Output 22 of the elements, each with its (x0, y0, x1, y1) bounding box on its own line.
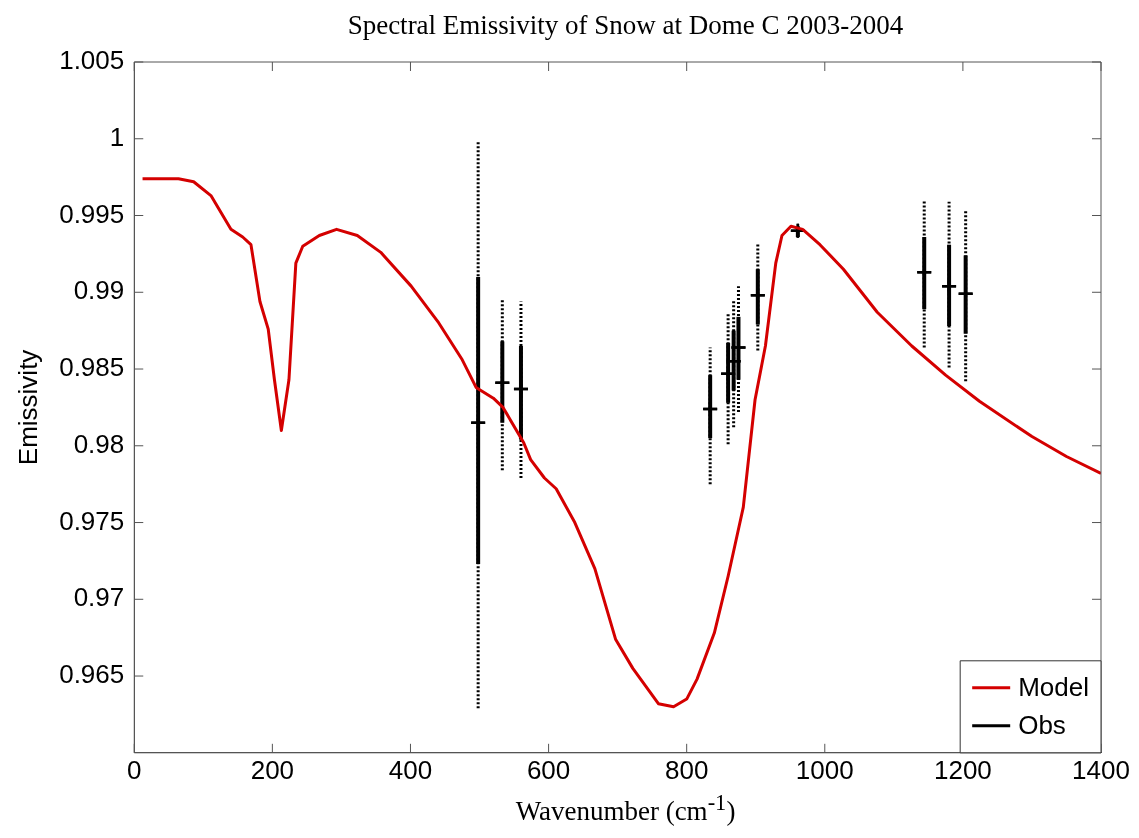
y-tick-label: 0.98 (73, 428, 125, 459)
x-tick-label: 200 (250, 754, 295, 785)
x-axis-title: Wavenumber (cm$^{-1}$) (514, 790, 737, 827)
x-tick-label: 600 (526, 754, 571, 785)
y-tick-label: 0.965 (59, 659, 125, 690)
y-tick-label: 0.995 (59, 198, 125, 229)
y-tick-label: 1.005 (59, 45, 125, 76)
x-tick-label: 1000 (795, 754, 854, 785)
y-tick-label: 0.975 (59, 505, 125, 536)
y-tick-label: 0.99 (73, 275, 125, 306)
chart-title: Spectral Emissivity of Snow at Dome C 2003-2004 (346, 10, 905, 41)
x-tick-label: 1400 (1072, 754, 1130, 785)
x-tick-label: 1200 (933, 754, 992, 785)
y-tick-label: 0.97 (73, 582, 125, 613)
x-tick-label: 0 (127, 754, 142, 785)
legend-label: Model (1018, 671, 1090, 702)
y-tick-label: 1 (109, 121, 125, 152)
y-tick-label: 0.985 (59, 352, 125, 383)
legend-label: Obs (1018, 709, 1066, 740)
x-tick-label: 400 (388, 754, 433, 785)
x-tick-label: 800 (664, 754, 709, 785)
y-axis-title: Emissivity (12, 349, 43, 466)
